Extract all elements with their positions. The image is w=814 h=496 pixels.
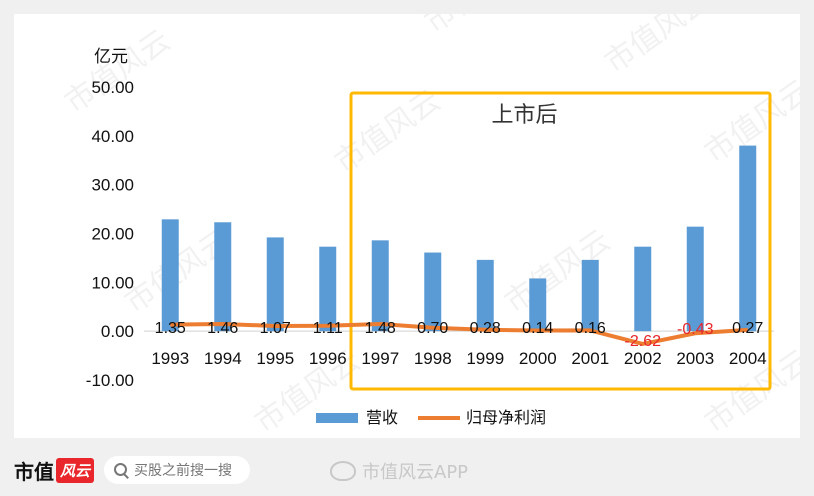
footer: 市值 风云 买股之前搜一搜 市值风云APP: [0, 446, 814, 496]
bar-revenue: [581, 259, 599, 332]
watermark-8: 市值风云: [419, 14, 537, 41]
search-box[interactable]: 买股之前搜一搜: [104, 456, 250, 484]
y-tick-label: 20.00: [91, 225, 134, 244]
x-tick-label: 1997: [361, 349, 399, 368]
bar-revenue: [686, 226, 704, 332]
weibo-icon: [330, 461, 356, 481]
weibo-text: 市值风云APP: [362, 462, 469, 483]
watermark-4: 市值风云: [59, 23, 177, 120]
bar-revenue: [529, 278, 547, 332]
x-tick-label: 1998: [414, 349, 452, 368]
bar-revenue: [424, 252, 442, 332]
data-label-net-profit: 1.46: [207, 320, 238, 337]
x-tick-label: 2001: [571, 349, 609, 368]
bar-revenue: [266, 237, 284, 332]
bar-revenue: [161, 219, 179, 332]
data-label-net-profit: 1.35: [155, 320, 186, 337]
data-label-net-profit: 1.11: [313, 320, 343, 337]
chart-card: 市值风云市值风云市值风云市值风云市值风云市值风云市值风云市值风云市值风云亿元50…: [14, 14, 800, 438]
bar-revenue: [371, 240, 389, 332]
watermark-2: 市值风云: [499, 223, 617, 320]
watermark-5: 市值风云: [599, 14, 717, 81]
x-tick-label: 1999: [466, 349, 504, 368]
x-tick-label: 2000: [519, 349, 557, 368]
watermark-1: 市值风云: [329, 83, 447, 180]
data-label-net-profit: 0.27: [732, 320, 763, 337]
y-unit-label: 亿元: [94, 47, 128, 67]
brand-text: 市值: [14, 459, 54, 484]
bar-revenue: [214, 222, 232, 332]
legend-label-net-profit: 归母净利润: [466, 408, 546, 427]
y-tick-label: 40.00: [91, 127, 134, 146]
bar-revenue: [476, 259, 494, 332]
x-tick-label: 2004: [729, 349, 767, 368]
data-label-net-profit: 0.70: [417, 320, 448, 337]
x-tick-label: 1994: [204, 349, 242, 368]
x-tick-label: 2002: [624, 349, 662, 368]
y-tick-label: 0.00: [101, 322, 134, 341]
legend-swatch-revenue: [316, 413, 358, 423]
search-placeholder: 买股之前搜一搜: [134, 463, 232, 479]
y-tick-label: 10.00: [91, 273, 134, 292]
x-tick-label: 1993: [151, 349, 189, 368]
search-icon: [114, 463, 128, 477]
line-net-profit: [170, 321, 748, 346]
y-tick-label: 30.00: [91, 176, 134, 195]
y-tick-label: 50.00: [91, 78, 134, 97]
x-tick-label: 2003: [676, 349, 714, 368]
annotation-label: 上市后: [491, 103, 557, 128]
data-label-net-profit: 1.07: [260, 320, 291, 337]
data-label-net-profit: -2.62: [625, 333, 662, 350]
data-label-net-profit: -0.43: [677, 321, 714, 338]
bar-revenue: [319, 246, 337, 332]
y-tick-label: -10.00: [86, 371, 134, 390]
data-label-net-profit: 0.16: [575, 320, 606, 337]
data-label-net-profit: 1.48: [365, 320, 396, 337]
chart: 市值风云市值风云市值风云市值风云市值风云市值风云市值风云市值风云市值风云亿元50…: [59, 14, 800, 438]
brand-logo[interactable]: 市值 风云: [14, 456, 95, 484]
x-tick-label: 1995: [256, 349, 294, 368]
brand-red-badge: 风云: [56, 457, 95, 483]
weibo-credit: 市值风云APP: [330, 458, 468, 484]
legend-label-revenue: 营收: [366, 408, 398, 427]
x-tick-label: 1996: [309, 349, 347, 368]
bar-revenue: [634, 246, 652, 332]
annotation-box: [349, 91, 772, 391]
data-label-net-profit: 0.28: [470, 320, 501, 337]
data-label-net-profit: 0.14: [522, 320, 553, 337]
bar-revenue: [739, 145, 757, 332]
